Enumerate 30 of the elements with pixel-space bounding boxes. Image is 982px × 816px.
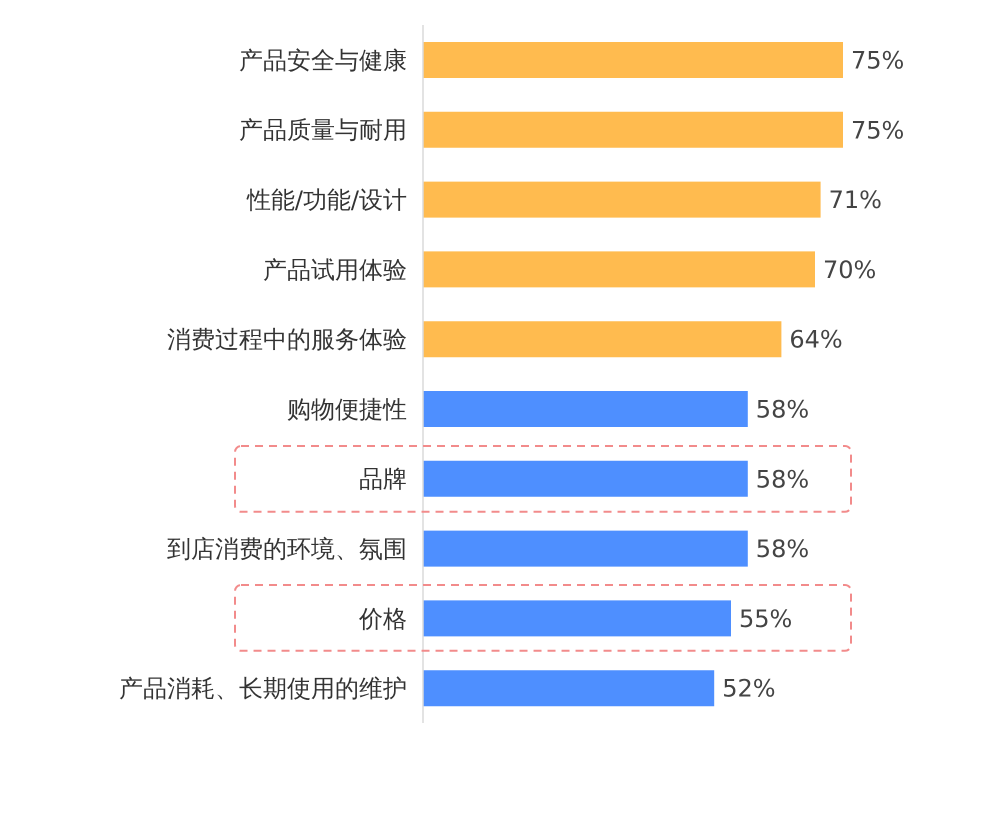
y-tick-label: 购物便捷性 bbox=[287, 395, 407, 424]
data-label: 58% bbox=[756, 396, 810, 424]
data-label: 52% bbox=[722, 674, 776, 703]
data-label: 58% bbox=[756, 535, 810, 564]
y-tick-label: 产品安全与健康 bbox=[239, 46, 407, 74]
y-tick-label: 性能/功能/设计 bbox=[246, 186, 407, 214]
data-label: 55% bbox=[739, 604, 792, 633]
bar bbox=[423, 251, 815, 288]
bar bbox=[423, 182, 821, 218]
y-tick-label: 价格 bbox=[358, 604, 407, 633]
y-tick-label: 消费过程中的服务体验 bbox=[167, 326, 407, 354]
data-label: 71% bbox=[828, 186, 882, 214]
bar bbox=[423, 42, 843, 78]
data-label: 70% bbox=[823, 256, 876, 284]
bar bbox=[423, 530, 748, 567]
bar bbox=[423, 670, 714, 706]
y-tick-label: 到店消费的环境、氛围 bbox=[167, 535, 407, 564]
bar bbox=[423, 600, 731, 636]
y-tick-label: 产品质量与耐用 bbox=[239, 116, 407, 144]
bar bbox=[423, 112, 843, 148]
y-tick-label: 品牌 bbox=[359, 465, 407, 494]
data-label: 58% bbox=[756, 465, 810, 494]
y-tick-label: 产品试用体验 bbox=[263, 256, 407, 284]
data-label: 75% bbox=[851, 116, 904, 144]
y-tick-label: 产品消耗、长期使用的维护 bbox=[119, 674, 407, 703]
bar bbox=[423, 321, 782, 358]
bar bbox=[423, 460, 748, 497]
data-label: 64% bbox=[789, 326, 843, 354]
data-label: 75% bbox=[851, 46, 904, 75]
bar bbox=[423, 391, 748, 427]
